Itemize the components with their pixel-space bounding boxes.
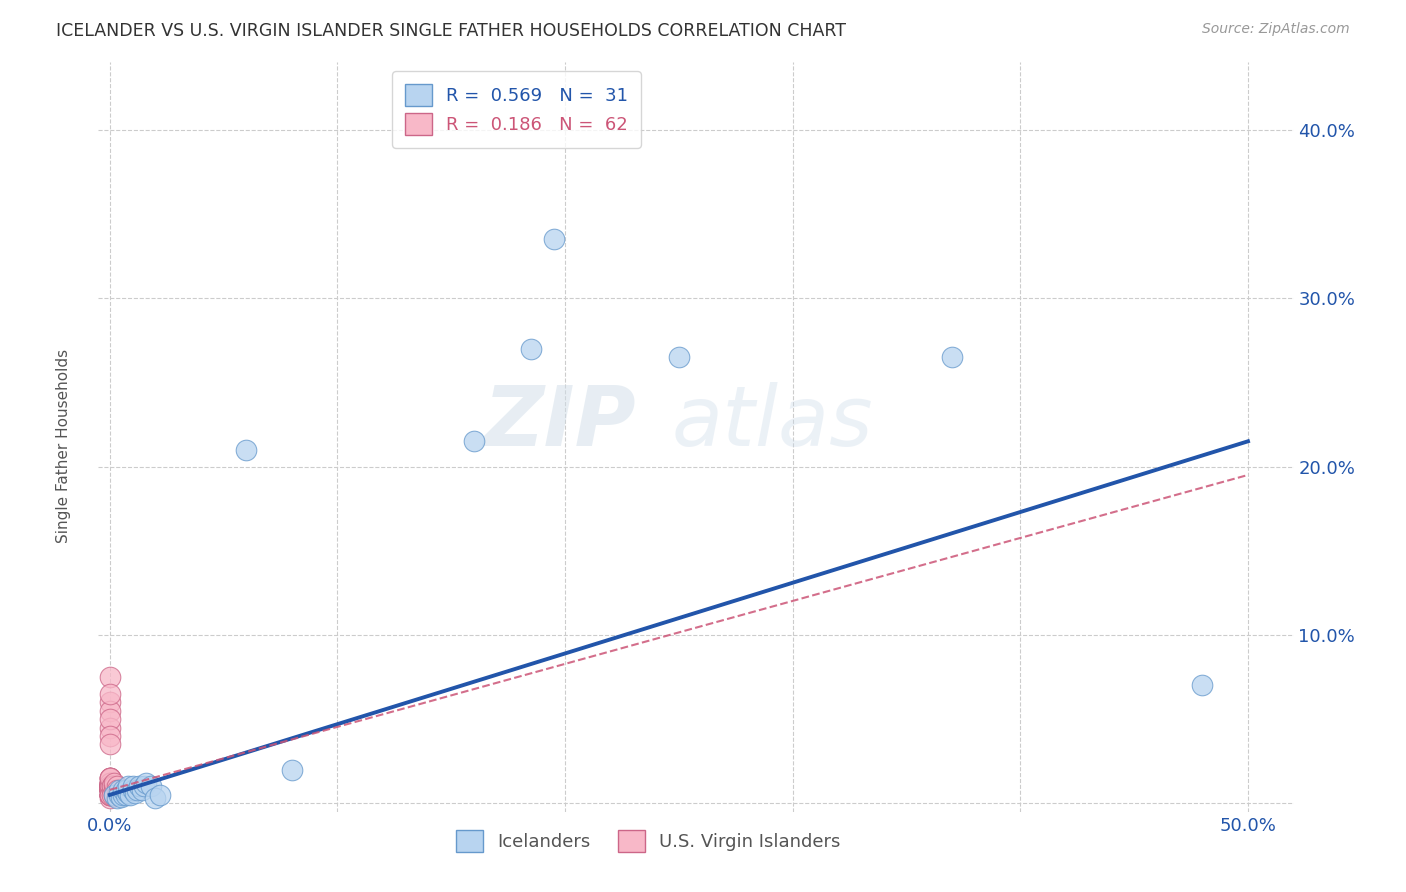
Point — [101, 782, 124, 797]
Point — [98, 780, 121, 794]
Point — [98, 776, 121, 790]
Point — [98, 780, 121, 794]
Point — [98, 782, 121, 797]
Point — [101, 788, 124, 802]
Point — [103, 788, 125, 802]
Point — [98, 695, 121, 709]
Point — [105, 780, 128, 794]
Point — [112, 788, 135, 802]
Point — [103, 776, 125, 790]
Point — [98, 687, 121, 701]
Point — [98, 782, 121, 797]
Point — [128, 780, 150, 794]
Point — [103, 782, 125, 797]
Point — [98, 780, 121, 794]
Point — [98, 776, 121, 790]
Point — [98, 729, 121, 743]
Point — [98, 776, 121, 790]
Point — [1191, 678, 1213, 692]
Point — [108, 782, 131, 797]
Point — [98, 780, 121, 794]
Point — [98, 782, 121, 797]
Point — [143, 791, 166, 805]
Point — [103, 788, 125, 802]
Point — [941, 350, 963, 364]
Point — [98, 788, 121, 802]
Text: Source: ZipAtlas.com: Source: ZipAtlas.com — [1202, 22, 1350, 37]
Point — [98, 791, 121, 805]
Point — [98, 788, 121, 802]
Point — [235, 442, 257, 457]
Point — [98, 780, 121, 794]
Point — [98, 782, 121, 797]
Point — [121, 782, 143, 797]
Point — [131, 782, 153, 797]
Point — [98, 788, 121, 802]
Point — [114, 788, 136, 802]
Point — [103, 780, 125, 794]
Point — [98, 712, 121, 726]
Point — [98, 771, 121, 785]
Point — [105, 791, 128, 805]
Text: ICELANDER VS U.S. VIRGIN ISLANDER SINGLE FATHER HOUSEHOLDS CORRELATION CHART: ICELANDER VS U.S. VIRGIN ISLANDER SINGLE… — [56, 22, 846, 40]
Point — [132, 780, 155, 794]
Point — [98, 670, 121, 684]
Point — [98, 776, 121, 790]
Point — [98, 771, 121, 785]
Point — [98, 780, 121, 794]
Point — [117, 786, 139, 800]
Point — [98, 782, 121, 797]
Point — [98, 782, 121, 797]
Text: Single Father Households: Single Father Households — [56, 349, 70, 543]
Point — [105, 782, 128, 797]
Point — [98, 780, 121, 794]
Point — [114, 782, 136, 797]
Point — [120, 788, 142, 802]
Point — [98, 780, 121, 794]
Point — [98, 776, 121, 790]
Point — [98, 704, 121, 718]
Point — [108, 788, 131, 802]
Point — [149, 788, 172, 802]
Point — [463, 434, 485, 449]
Point — [101, 780, 124, 794]
Point — [98, 788, 121, 802]
Point — [98, 788, 121, 802]
Point — [98, 782, 121, 797]
Point — [98, 771, 121, 785]
Point — [98, 788, 121, 802]
Point — [543, 232, 565, 246]
Point — [139, 780, 162, 794]
Point — [98, 737, 121, 751]
Point — [98, 776, 121, 790]
Point — [112, 782, 135, 797]
Point — [281, 763, 304, 777]
Point — [98, 782, 121, 797]
Point — [98, 780, 121, 794]
Point — [98, 780, 121, 794]
Point — [98, 782, 121, 797]
Point — [110, 789, 132, 804]
Point — [101, 780, 124, 794]
Point — [98, 780, 121, 794]
Point — [98, 782, 121, 797]
Point — [135, 776, 157, 790]
Point — [98, 782, 121, 797]
Point — [124, 786, 146, 800]
Point — [98, 780, 121, 794]
Point — [98, 788, 121, 802]
Point — [121, 780, 143, 794]
Point — [98, 780, 121, 794]
Point — [98, 721, 121, 735]
Text: ZIP: ZIP — [484, 382, 637, 463]
Point — [520, 342, 543, 356]
Point — [668, 350, 690, 364]
Point — [98, 780, 121, 794]
Point — [98, 788, 121, 802]
Legend: Icelanders, U.S. Virgin Islanders: Icelanders, U.S. Virgin Islanders — [449, 822, 848, 859]
Point — [127, 782, 149, 797]
Point — [98, 771, 121, 785]
Text: atlas: atlas — [672, 382, 873, 463]
Point — [117, 780, 139, 794]
